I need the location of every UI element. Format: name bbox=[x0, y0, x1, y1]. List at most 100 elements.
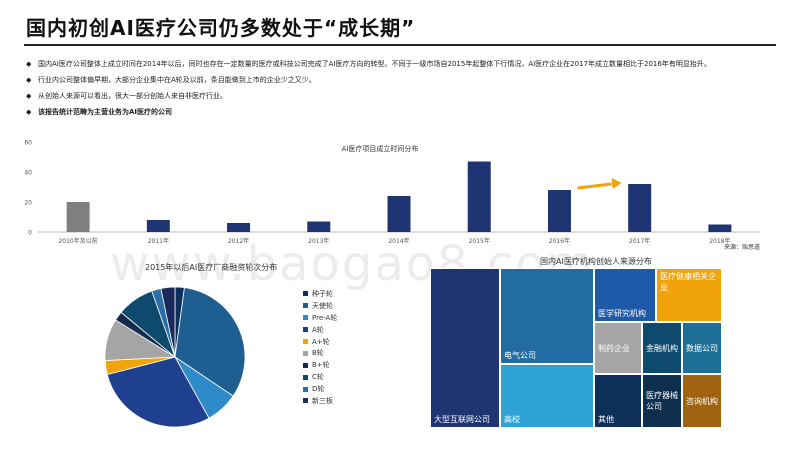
legend-item: B轮 bbox=[303, 347, 337, 359]
legend-item: B+轮 bbox=[303, 359, 337, 371]
treemap-cell: 数据公司 bbox=[682, 322, 722, 374]
x-tick-label: 2018年 bbox=[709, 237, 730, 245]
legend-swatch bbox=[303, 350, 308, 356]
treemap-cell: 高校 bbox=[500, 364, 594, 428]
x-tick-label: 2011年 bbox=[148, 237, 169, 245]
pie-slice bbox=[106, 356, 210, 428]
pie-chart-title: 2015年以后AI医疗厂商融资轮次分布 bbox=[145, 263, 278, 272]
bar bbox=[146, 220, 170, 232]
legend-swatch bbox=[303, 374, 308, 380]
legend-item: 天使轮 bbox=[303, 300, 337, 312]
treemap-cell: 医疗健康相关企业 bbox=[656, 268, 722, 322]
bullet-item: ◆ 国内AI医疗公司整体上成立时间在2014年以后，同时也存在一定数量的医疗或科技… bbox=[26, 58, 774, 70]
bar bbox=[387, 196, 411, 232]
legend-item: C轮 bbox=[303, 371, 337, 383]
legend-swatch bbox=[303, 327, 308, 333]
y-tick-label: 20 bbox=[24, 200, 32, 207]
treemap-cell-label: 医疗器械公司 bbox=[646, 391, 678, 411]
treemap-cell: 其他 bbox=[594, 374, 642, 428]
legend-label: D轮 bbox=[312, 385, 325, 394]
bar bbox=[66, 202, 90, 232]
pie-slice bbox=[174, 287, 246, 397]
y-tick-label: 0 bbox=[28, 230, 32, 237]
legend-item: Pre-A轮 bbox=[303, 312, 337, 324]
treemap-cell: 制药企业 bbox=[594, 322, 642, 374]
legend-swatch bbox=[303, 291, 308, 297]
treemap-cell: 医疗器械公司 bbox=[642, 374, 682, 428]
legend-swatch bbox=[303, 315, 308, 321]
page-title: 国内初创AI医疗公司仍多数处于“成长期” bbox=[26, 16, 416, 40]
trend-arrow-head bbox=[611, 178, 622, 189]
treemap-cell-label: 金融机构 bbox=[646, 343, 678, 353]
treemap-cell-label: 高校 bbox=[504, 415, 520, 424]
x-tick-label: 2015年 bbox=[469, 237, 490, 245]
bar bbox=[708, 224, 732, 232]
x-tick-label: 2010年及以前 bbox=[58, 237, 97, 245]
bullet-item: ◆ 从创始人来源可以看出，很大一部分创始人来自非医疗行业。 bbox=[26, 90, 774, 102]
bullet-item: ◆ 该报告统计范畴为主营业务为AI医疗的公司 bbox=[26, 106, 774, 118]
legend-item: D轮 bbox=[303, 383, 337, 395]
legend-swatch bbox=[303, 303, 308, 309]
treemap-title: 国内AI医疗机构创始人来源分布 bbox=[540, 257, 652, 266]
treemap-cell-label: 数据公司 bbox=[686, 343, 718, 353]
treemap-cell: 大型互联网公司 bbox=[430, 268, 500, 428]
bar-chart-title: AI医疗项目成立时间分布 bbox=[342, 144, 419, 153]
treemap-cell-label: 其他 bbox=[598, 415, 614, 424]
legend-label: 新三板 bbox=[312, 396, 333, 405]
bullet-text: 该报告统计范畴为主营业务为AI医疗的公司 bbox=[38, 108, 173, 116]
pie-legend: 种子轮天使轮 Pre-A轮 A轮 A+轮 B轮 B+轮 C轮 D轮新三板 bbox=[303, 288, 337, 407]
bar bbox=[307, 221, 331, 232]
legend-swatch bbox=[303, 362, 308, 368]
bar bbox=[227, 223, 251, 232]
bar bbox=[547, 190, 571, 232]
diamond-icon: ◆ bbox=[26, 60, 32, 68]
bar-chart: AI医疗项目成立时间分布 0 20 40 60 2010年及以前 2011年 2012年 201… bbox=[24, 140, 760, 245]
x-tick-label: 2014年 bbox=[388, 237, 409, 245]
legend-swatch bbox=[303, 339, 308, 344]
legend-item: A+轮 bbox=[303, 336, 337, 348]
bullet-text: 国内AI医疗公司整体上成立时间在2014年以后，同时也存在一定数量的医疗或科技公… bbox=[38, 60, 711, 68]
legend-label: A+轮 bbox=[312, 337, 330, 346]
treemap-cell: 医学研究机构 bbox=[594, 268, 656, 322]
treemap-cell-label: 医学研究机构 bbox=[598, 309, 646, 318]
treemap-cell-label: 咨询机构 bbox=[686, 396, 718, 406]
treemap-cell-label: 制药企业 bbox=[598, 343, 630, 353]
x-tick-label: 2016年 bbox=[549, 237, 570, 245]
legend-label: 种子轮 bbox=[312, 289, 333, 298]
diamond-icon: ◆ bbox=[26, 108, 32, 116]
legend-label: B轮 bbox=[312, 349, 324, 358]
x-tick-label: 2013年 bbox=[308, 237, 329, 245]
bullet-list: ◆ 国内AI医疗公司整体上成立时间在2014年以后，同时也存在一定数量的医疗或科技… bbox=[26, 58, 774, 122]
pie-slice bbox=[160, 286, 176, 358]
treemap-cell-label: 大型互联网公司 bbox=[434, 415, 490, 424]
diamond-icon: ◆ bbox=[26, 76, 32, 84]
pie-chart bbox=[104, 286, 246, 428]
legend-label: B+轮 bbox=[312, 361, 330, 370]
treemap-cell-label: 电气公司 bbox=[504, 351, 536, 360]
legend-item: 种子轮 bbox=[303, 288, 337, 300]
legend-item: A轮 bbox=[303, 324, 337, 336]
legend-swatch bbox=[303, 386, 308, 392]
bar bbox=[467, 161, 491, 232]
bullet-item: ◆ 行业内公司整体偏早期，大部分企业集中在A轮及以前，条目能做到上市的企业少之又少… bbox=[26, 74, 774, 86]
treemap-cell: 咨询机构 bbox=[682, 374, 722, 428]
trend-arrow-line bbox=[577, 182, 612, 190]
source-note: 来源：贻思道 bbox=[724, 244, 761, 251]
legend-swatch bbox=[303, 398, 308, 404]
bullet-text: 行业内公司整体偏早期，大部分企业集中在A轮及以前，条目能做到上市的企业少之又少。 bbox=[38, 76, 316, 84]
legend-label: A轮 bbox=[312, 325, 324, 334]
legend-label: Pre-A轮 bbox=[312, 313, 338, 322]
treemap-cell: 金融机构 bbox=[642, 322, 682, 374]
x-tick-label: 2017年 bbox=[629, 237, 650, 245]
x-tick-label: 2012年 bbox=[228, 237, 249, 245]
y-tick-label: 60 bbox=[24, 140, 32, 147]
treemap: 大型互联网公司 电气公司高校 医学研究机构 医疗健康相关企业制药企业其他 金融机构 数据公… bbox=[430, 268, 722, 428]
y-tick-label: 40 bbox=[24, 170, 32, 177]
legend-label: 天使轮 bbox=[312, 301, 333, 310]
legend-item: 新三板 bbox=[303, 395, 337, 407]
treemap-cell-label: 医疗健康相关企业 bbox=[660, 272, 716, 292]
bar bbox=[628, 184, 652, 232]
treemap-cell: 电气公司 bbox=[500, 268, 594, 364]
title-divider bbox=[24, 44, 776, 46]
diamond-icon: ◆ bbox=[26, 92, 32, 100]
